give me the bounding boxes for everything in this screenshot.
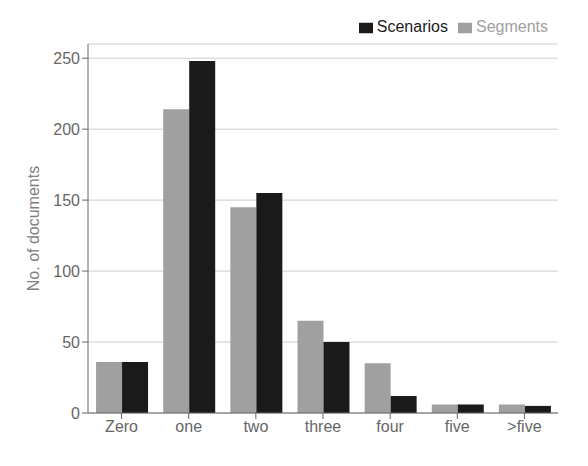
svg-text:250: 250 (53, 50, 80, 67)
svg-text:No. of documents: No. of documents (25, 166, 42, 291)
svg-text:Zero: Zero (105, 418, 138, 435)
svg-text:five: five (445, 418, 470, 435)
svg-text:>five: >five (507, 418, 541, 435)
svg-text:two: two (243, 418, 268, 435)
svg-text:one: one (175, 418, 202, 435)
html-text:Scenarios: Scenarios (376, 18, 448, 35)
svg-text:three: three (305, 418, 342, 435)
html-text:Segments: Segments (476, 18, 548, 35)
svg-text:150: 150 (53, 192, 80, 209)
svg-text:50: 50 (62, 334, 80, 351)
svg-text:200: 200 (53, 121, 80, 138)
svg-text:100: 100 (53, 263, 80, 280)
svg-text:0: 0 (71, 405, 80, 422)
svg-text:four: four (376, 418, 404, 435)
